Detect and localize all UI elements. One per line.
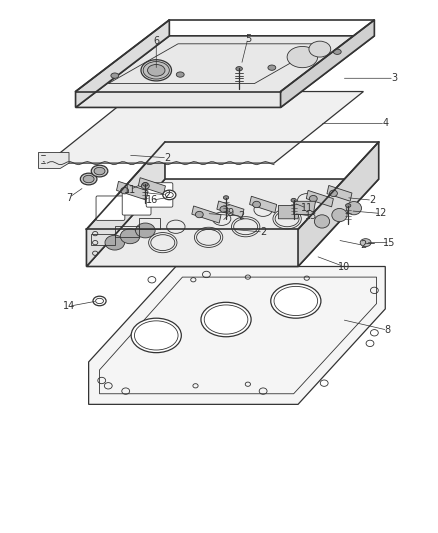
Ellipse shape <box>141 60 171 81</box>
Ellipse shape <box>111 73 118 78</box>
Polygon shape <box>86 179 378 266</box>
Polygon shape <box>216 201 244 217</box>
Polygon shape <box>293 201 315 215</box>
Ellipse shape <box>83 175 94 183</box>
Polygon shape <box>86 142 165 266</box>
Ellipse shape <box>141 183 149 189</box>
Polygon shape <box>88 266 385 405</box>
Text: 2: 2 <box>164 190 170 200</box>
Ellipse shape <box>252 201 260 208</box>
Polygon shape <box>326 185 351 201</box>
Ellipse shape <box>267 65 275 70</box>
Ellipse shape <box>120 188 128 194</box>
Polygon shape <box>249 196 276 213</box>
Ellipse shape <box>223 196 228 199</box>
Text: 13: 13 <box>304 211 317 221</box>
Ellipse shape <box>143 62 169 79</box>
Bar <box>91 233 115 245</box>
Text: 3: 3 <box>390 73 396 83</box>
Polygon shape <box>297 142 378 266</box>
Ellipse shape <box>235 67 242 71</box>
Polygon shape <box>278 206 300 219</box>
Text: 2: 2 <box>164 153 170 163</box>
Ellipse shape <box>195 212 203 217</box>
Ellipse shape <box>147 64 165 76</box>
Ellipse shape <box>346 201 360 215</box>
Ellipse shape <box>142 182 148 186</box>
Text: 11: 11 <box>124 184 136 195</box>
Text: 14: 14 <box>63 301 75 311</box>
Text: 6: 6 <box>153 36 159 46</box>
Ellipse shape <box>331 208 346 222</box>
Text: 9: 9 <box>227 208 233 219</box>
Ellipse shape <box>165 192 173 198</box>
Ellipse shape <box>176 72 184 77</box>
Ellipse shape <box>95 298 103 304</box>
Bar <box>115 225 138 237</box>
Ellipse shape <box>309 196 317 202</box>
Ellipse shape <box>270 284 320 318</box>
Ellipse shape <box>329 190 337 197</box>
Text: 11: 11 <box>300 203 312 213</box>
Ellipse shape <box>286 46 317 68</box>
FancyBboxPatch shape <box>122 191 151 215</box>
Ellipse shape <box>105 235 124 250</box>
Polygon shape <box>75 36 374 108</box>
Polygon shape <box>47 92 363 163</box>
Ellipse shape <box>120 229 140 244</box>
Text: 2: 2 <box>259 227 265 237</box>
Ellipse shape <box>131 318 181 353</box>
Polygon shape <box>75 20 169 108</box>
Ellipse shape <box>308 41 330 57</box>
Text: 2: 2 <box>238 211 244 221</box>
Text: 4: 4 <box>381 118 388 128</box>
Text: 2: 2 <box>360 240 366 251</box>
Ellipse shape <box>332 49 340 54</box>
Ellipse shape <box>314 215 329 228</box>
Ellipse shape <box>91 165 108 177</box>
Polygon shape <box>39 152 69 168</box>
Polygon shape <box>306 190 332 207</box>
Ellipse shape <box>80 173 97 185</box>
Text: 8: 8 <box>384 325 390 335</box>
Ellipse shape <box>345 204 350 207</box>
Text: 15: 15 <box>382 238 395 248</box>
Text: 16: 16 <box>145 195 158 205</box>
Ellipse shape <box>135 223 155 238</box>
Polygon shape <box>280 20 374 108</box>
Text: 2: 2 <box>368 195 374 205</box>
Text: 5: 5 <box>244 34 251 44</box>
Ellipse shape <box>359 239 370 247</box>
Ellipse shape <box>93 296 106 306</box>
Polygon shape <box>138 177 165 194</box>
Polygon shape <box>191 206 220 223</box>
Ellipse shape <box>201 302 251 337</box>
FancyBboxPatch shape <box>96 196 124 220</box>
Bar <box>138 217 159 229</box>
Text: 12: 12 <box>374 208 386 219</box>
Text: 10: 10 <box>337 262 349 271</box>
FancyBboxPatch shape <box>146 183 173 207</box>
Text: 7: 7 <box>66 192 72 203</box>
Ellipse shape <box>162 190 176 200</box>
Ellipse shape <box>219 206 227 213</box>
Ellipse shape <box>290 198 296 202</box>
Ellipse shape <box>94 167 105 175</box>
Polygon shape <box>116 181 148 200</box>
